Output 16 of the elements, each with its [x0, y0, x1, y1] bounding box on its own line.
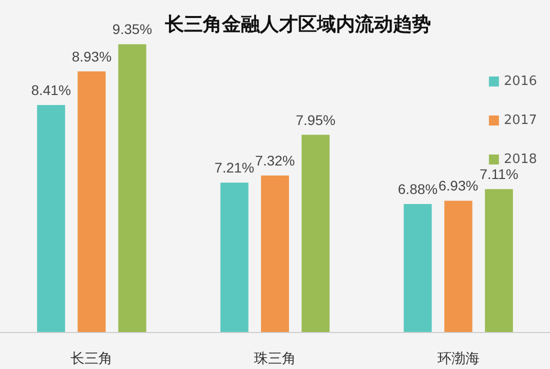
x-tick-label: 长三角 — [70, 351, 113, 367]
data-label: 7.95% — [296, 112, 336, 128]
data-label: 8.41% — [31, 82, 71, 98]
chart-title: 长三角金融人才区域内流动趋势 — [164, 14, 431, 36]
data-label: 7.21% — [214, 160, 254, 176]
data-label: 7.11% — [480, 166, 518, 182]
data-label: 9.35% — [112, 21, 152, 38]
legend-label: 2018 — [504, 152, 538, 167]
data-label: 8.93% — [72, 48, 112, 64]
x-tick-label: 环渤海 — [437, 351, 480, 367]
legend-label: 2017 — [504, 113, 538, 128]
data-label: 6.93% — [438, 178, 478, 194]
legend-label: 2016 — [504, 74, 538, 89]
x-tick-label: 珠三角 — [254, 351, 296, 367]
data-label: 6.88% — [398, 180, 438, 197]
data-label: 7.32% — [255, 152, 295, 169]
